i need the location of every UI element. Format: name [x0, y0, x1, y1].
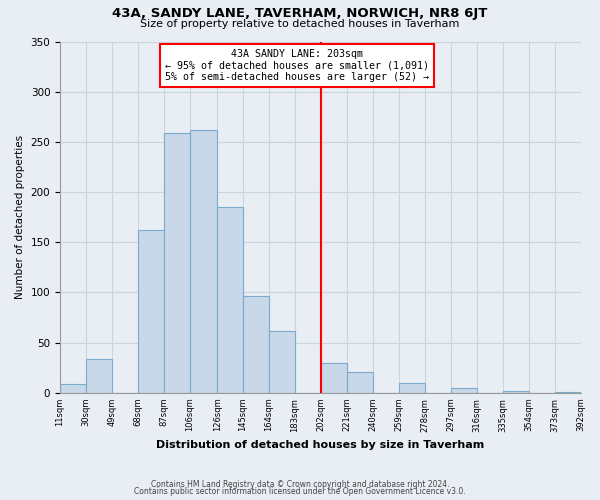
- Bar: [269, 330, 295, 393]
- Bar: [217, 207, 243, 393]
- Text: 43A SANDY LANE: 203sqm
← 95% of detached houses are smaller (1,091)
5% of semi-d: 43A SANDY LANE: 203sqm ← 95% of detached…: [165, 48, 429, 82]
- Bar: [60, 384, 86, 393]
- Text: 43A, SANDY LANE, TAVERHAM, NORWICH, NR8 6JT: 43A, SANDY LANE, TAVERHAM, NORWICH, NR8 …: [112, 8, 488, 20]
- Text: Contains HM Land Registry data © Crown copyright and database right 2024.: Contains HM Land Registry data © Crown c…: [151, 480, 449, 489]
- Bar: [138, 230, 164, 393]
- Bar: [243, 296, 269, 393]
- Bar: [451, 388, 476, 393]
- Bar: [554, 392, 581, 393]
- X-axis label: Distribution of detached houses by size in Taverham: Distribution of detached houses by size …: [156, 440, 484, 450]
- Bar: [190, 130, 217, 393]
- Bar: [164, 133, 190, 393]
- Bar: [503, 391, 529, 393]
- Bar: [321, 362, 347, 393]
- Bar: [347, 372, 373, 393]
- Bar: [399, 383, 425, 393]
- Text: Contains public sector information licensed under the Open Government Licence v3: Contains public sector information licen…: [134, 487, 466, 496]
- Y-axis label: Number of detached properties: Number of detached properties: [15, 135, 25, 299]
- Bar: [86, 358, 112, 393]
- Text: Size of property relative to detached houses in Taverham: Size of property relative to detached ho…: [140, 19, 460, 29]
